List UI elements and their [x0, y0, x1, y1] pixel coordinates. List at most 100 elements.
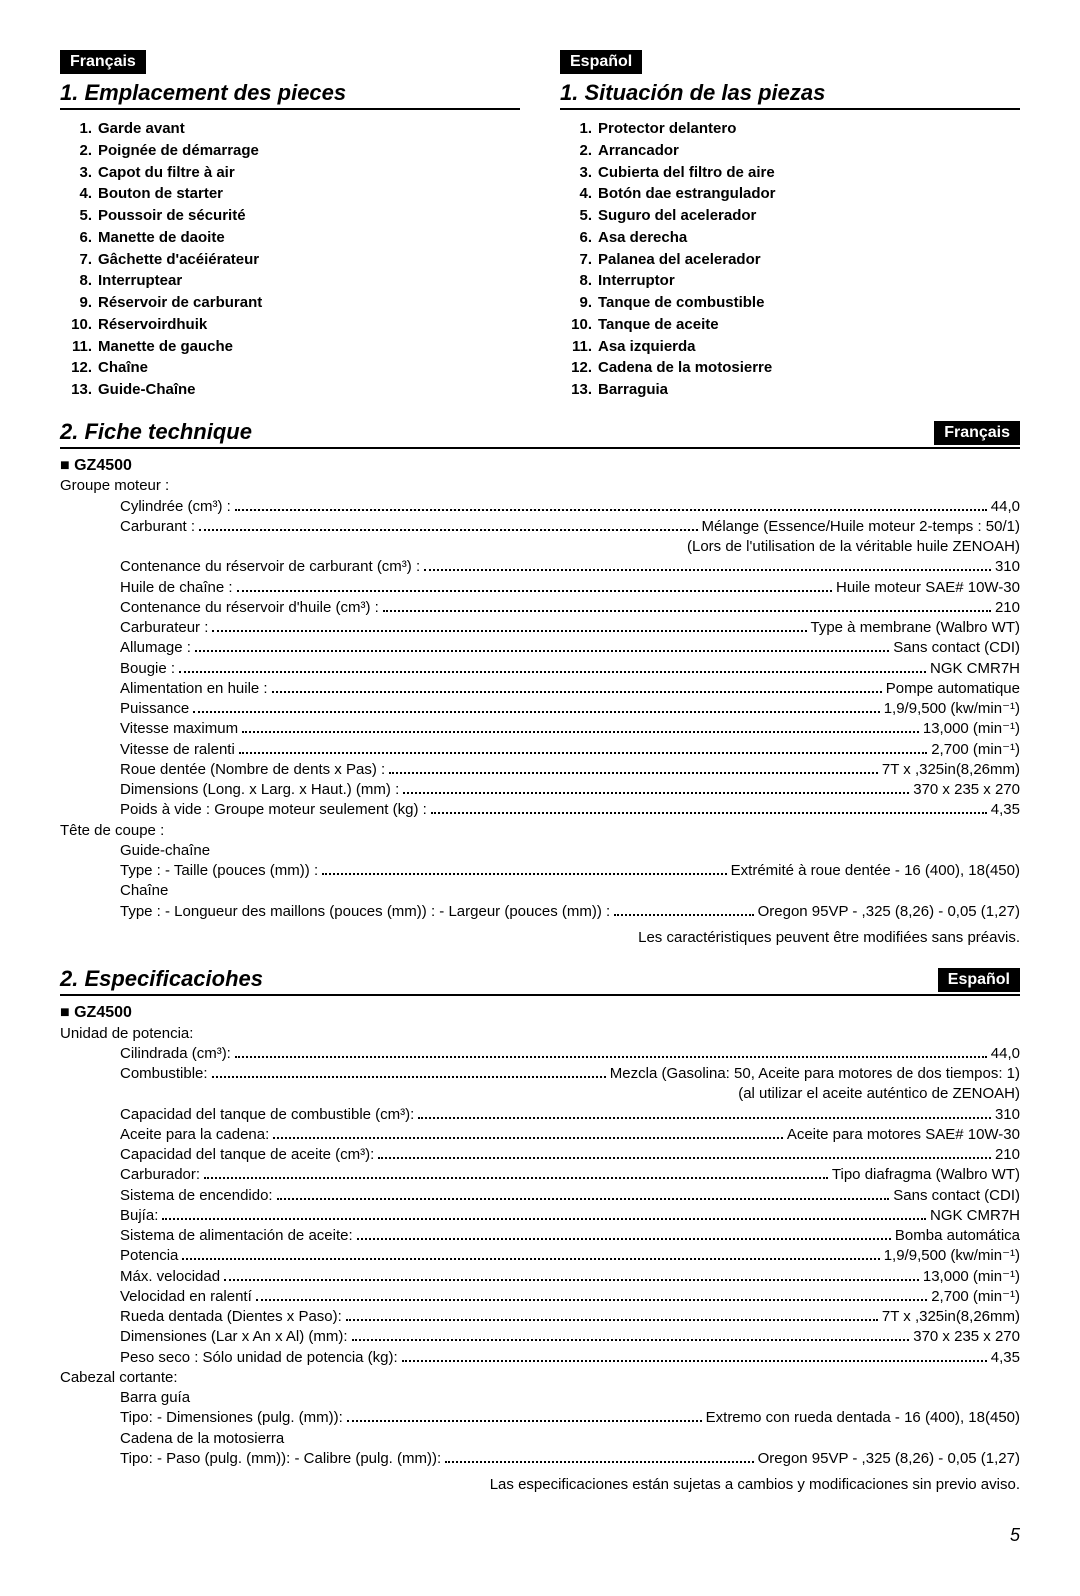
es-group1: Unidad de potencia: — [60, 1024, 1020, 1044]
parts-item-number: 2. — [570, 140, 598, 162]
dot-leader — [383, 610, 991, 612]
parts-item-number: 4. — [570, 183, 598, 205]
spec-row: Carburateur :Type à membrane (Walbro WT) — [60, 618, 1020, 638]
fr-sec2-title: 2. Fiche technique — [60, 419, 252, 445]
parts-item-label: Manette de daoite — [98, 227, 225, 249]
parts-item: 3.Capot du filtre à air — [70, 162, 520, 184]
spec-row: Dimensiones (Lar x An x Al) (mm): 370 x 2… — [60, 1327, 1020, 1347]
dot-leader — [242, 731, 919, 733]
spec-row: Puissance1,9/9,500 (kw/min⁻¹) — [60, 699, 1020, 719]
dot-leader — [402, 1360, 987, 1362]
spec-value: 210 — [995, 1145, 1020, 1165]
spec-label: Dimensiones (Lar x An x Al) (mm): — [120, 1327, 348, 1347]
spec-label: Cylindrée (cm³) : — [120, 497, 231, 517]
spec-value: 7T x ,325in(8,26mm) — [882, 760, 1020, 780]
spec-value: 370 x 235 x 270 — [913, 1327, 1020, 1347]
fr-model: ■ GZ4500 — [60, 455, 1020, 477]
parts-item: 5.Suguro del acelerador — [570, 205, 1020, 227]
spec-value: 4,35 — [991, 800, 1020, 820]
spec-label: Potencia — [120, 1246, 178, 1266]
spec-label: Carburateur : — [120, 618, 208, 638]
es-sub1: Barra guía — [60, 1388, 1020, 1408]
spec-label: Huile de chaîne : — [120, 578, 233, 598]
parts-item-label: Bouton de starter — [98, 183, 223, 205]
spec-value: Bomba automática — [895, 1226, 1020, 1246]
spec-label: Velocidad en ralentí — [120, 1287, 252, 1307]
parts-item-label: Cubierta del filtro de aire — [598, 162, 775, 184]
parts-item: 1.Protector delantero — [570, 118, 1020, 140]
spec-row: Potencia1,9/9,500 (kw/min⁻¹) — [60, 1246, 1020, 1266]
parts-item-label: Guide-Chaîne — [98, 379, 196, 401]
spec-row: Cylindrée (cm³) : 44,0 — [60, 497, 1020, 517]
spec-row: Velocidad en ralentí2,700 (min⁻¹) — [60, 1287, 1020, 1307]
parts-item-label: Gâchette d'acéiérateur — [98, 249, 259, 271]
es-sec1-title: 1. Situación de las piezas — [560, 80, 1020, 110]
spec-label: Peso seco : Sólo unidad de potencia (kg)… — [120, 1348, 398, 1368]
spec-row: Type : - Taille (pouces (mm)) : Extrémit… — [60, 861, 1020, 881]
spec-label: Type : - Taille (pouces (mm)) : — [120, 861, 318, 881]
parts-item-number: 10. — [70, 314, 98, 336]
parts-item: 11.Manette de gauche — [70, 336, 520, 358]
dot-leader — [403, 792, 909, 794]
parts-item: 2.Poignée de démarrage — [70, 140, 520, 162]
parts-item-number: 8. — [70, 270, 98, 292]
parts-item: 6.Manette de daoite — [70, 227, 520, 249]
spec-row: Allumage : Sans contact (CDI) — [60, 638, 1020, 658]
fr-badge: Français — [60, 50, 146, 74]
parts-item: 4.Bouton de starter — [70, 183, 520, 205]
dot-leader — [212, 630, 806, 632]
spec-value: Sans contact (CDI) — [893, 638, 1020, 658]
spec-row: Bougie :NGK CMR7H — [60, 659, 1020, 679]
dot-leader — [346, 1319, 878, 1321]
parts-item-label: Protector delantero — [598, 118, 736, 140]
parts-item-label: Poussoir de sécurité — [98, 205, 246, 227]
parts-item: 5.Poussoir de sécurité — [70, 205, 520, 227]
spec-label: Poids à vide : Groupe moteur seulement (… — [120, 800, 427, 820]
parts-item: 8.Interruptor — [570, 270, 1020, 292]
parts-item-label: Manette de gauche — [98, 336, 233, 358]
spec-value: 44,0 — [991, 497, 1020, 517]
spec-row: Tipo: - Paso (pulg. (mm)): - Calibre (pu… — [60, 1449, 1020, 1469]
parts-item-label: Asa derecha — [598, 227, 687, 249]
spec-label: Tipo: - Paso (pulg. (mm)): - Calibre (pu… — [120, 1449, 441, 1469]
parts-item-label: Cadena de la motosierre — [598, 357, 772, 379]
parts-item-label: Chaîne — [98, 357, 148, 379]
parts-item: 1.Garde avant — [70, 118, 520, 140]
spec-value: Extrémité à roue dentée - 16 (400), 18(4… — [731, 861, 1020, 881]
dot-leader — [195, 650, 889, 652]
spec-label: Máx. velocidad — [120, 1267, 220, 1287]
es-group2: Cabezal cortante: — [60, 1368, 1020, 1388]
spec-row: Sistema de alimentación de aceite:Bomba … — [60, 1226, 1020, 1246]
parts-item-number: 1. — [570, 118, 598, 140]
spec-label: Allumage : — [120, 638, 191, 658]
parts-item: 9.Réservoir de carburant — [70, 292, 520, 314]
parts-item-number: 6. — [70, 227, 98, 249]
parts-item-label: Suguro del acelerador — [598, 205, 756, 227]
spec-value: 1,9/9,500 (kw/min⁻¹) — [884, 699, 1020, 719]
spec-row: Contenance du réservoir d'huile (cm³) :2… — [60, 598, 1020, 618]
parts-item-number: 5. — [570, 205, 598, 227]
spec-label: Sistema de encendido: — [120, 1186, 273, 1206]
parts-item: 10.Tanque de aceite — [570, 314, 1020, 336]
spec-row: Combustible:Mezcla (Gasolina: 50, Aceite… — [60, 1064, 1020, 1084]
parts-item-number: 11. — [570, 336, 598, 358]
parts-item-label: Poignée de démarrage — [98, 140, 259, 162]
es-parts-list: 1.Protector delantero2.Arrancador3.Cubie… — [560, 118, 1020, 401]
parts-columns: Français 1. Emplacement des pieces 1.Gar… — [60, 50, 1020, 401]
dot-leader — [614, 914, 753, 916]
parts-item-number: 13. — [70, 379, 98, 401]
dot-leader — [179, 671, 926, 673]
spec-note: (Lors de l'utilisation de la véritable h… — [60, 537, 1020, 557]
dot-leader — [273, 1137, 783, 1139]
spec-value: 44,0 — [991, 1044, 1020, 1064]
spec-label: Rueda dentada (Dientes x Paso): — [120, 1307, 342, 1327]
dot-leader — [431, 812, 987, 814]
spec-row: Tipo: - Dimensiones (pulg. (mm)): Extrem… — [60, 1408, 1020, 1428]
spec-row: Capacidad del tanque de aceite (cm³):210 — [60, 1145, 1020, 1165]
spec-row: Huile de chaîne :Huile moteur SAE# 10W-3… — [60, 578, 1020, 598]
spec-value: NGK CMR7H — [930, 659, 1020, 679]
es-sub2: Cadena de la motosierra — [60, 1429, 1020, 1449]
spec-note: (al utilizar el aceite auténtico de ZENO… — [60, 1084, 1020, 1104]
dot-leader — [204, 1177, 828, 1179]
dot-leader — [352, 1339, 910, 1341]
